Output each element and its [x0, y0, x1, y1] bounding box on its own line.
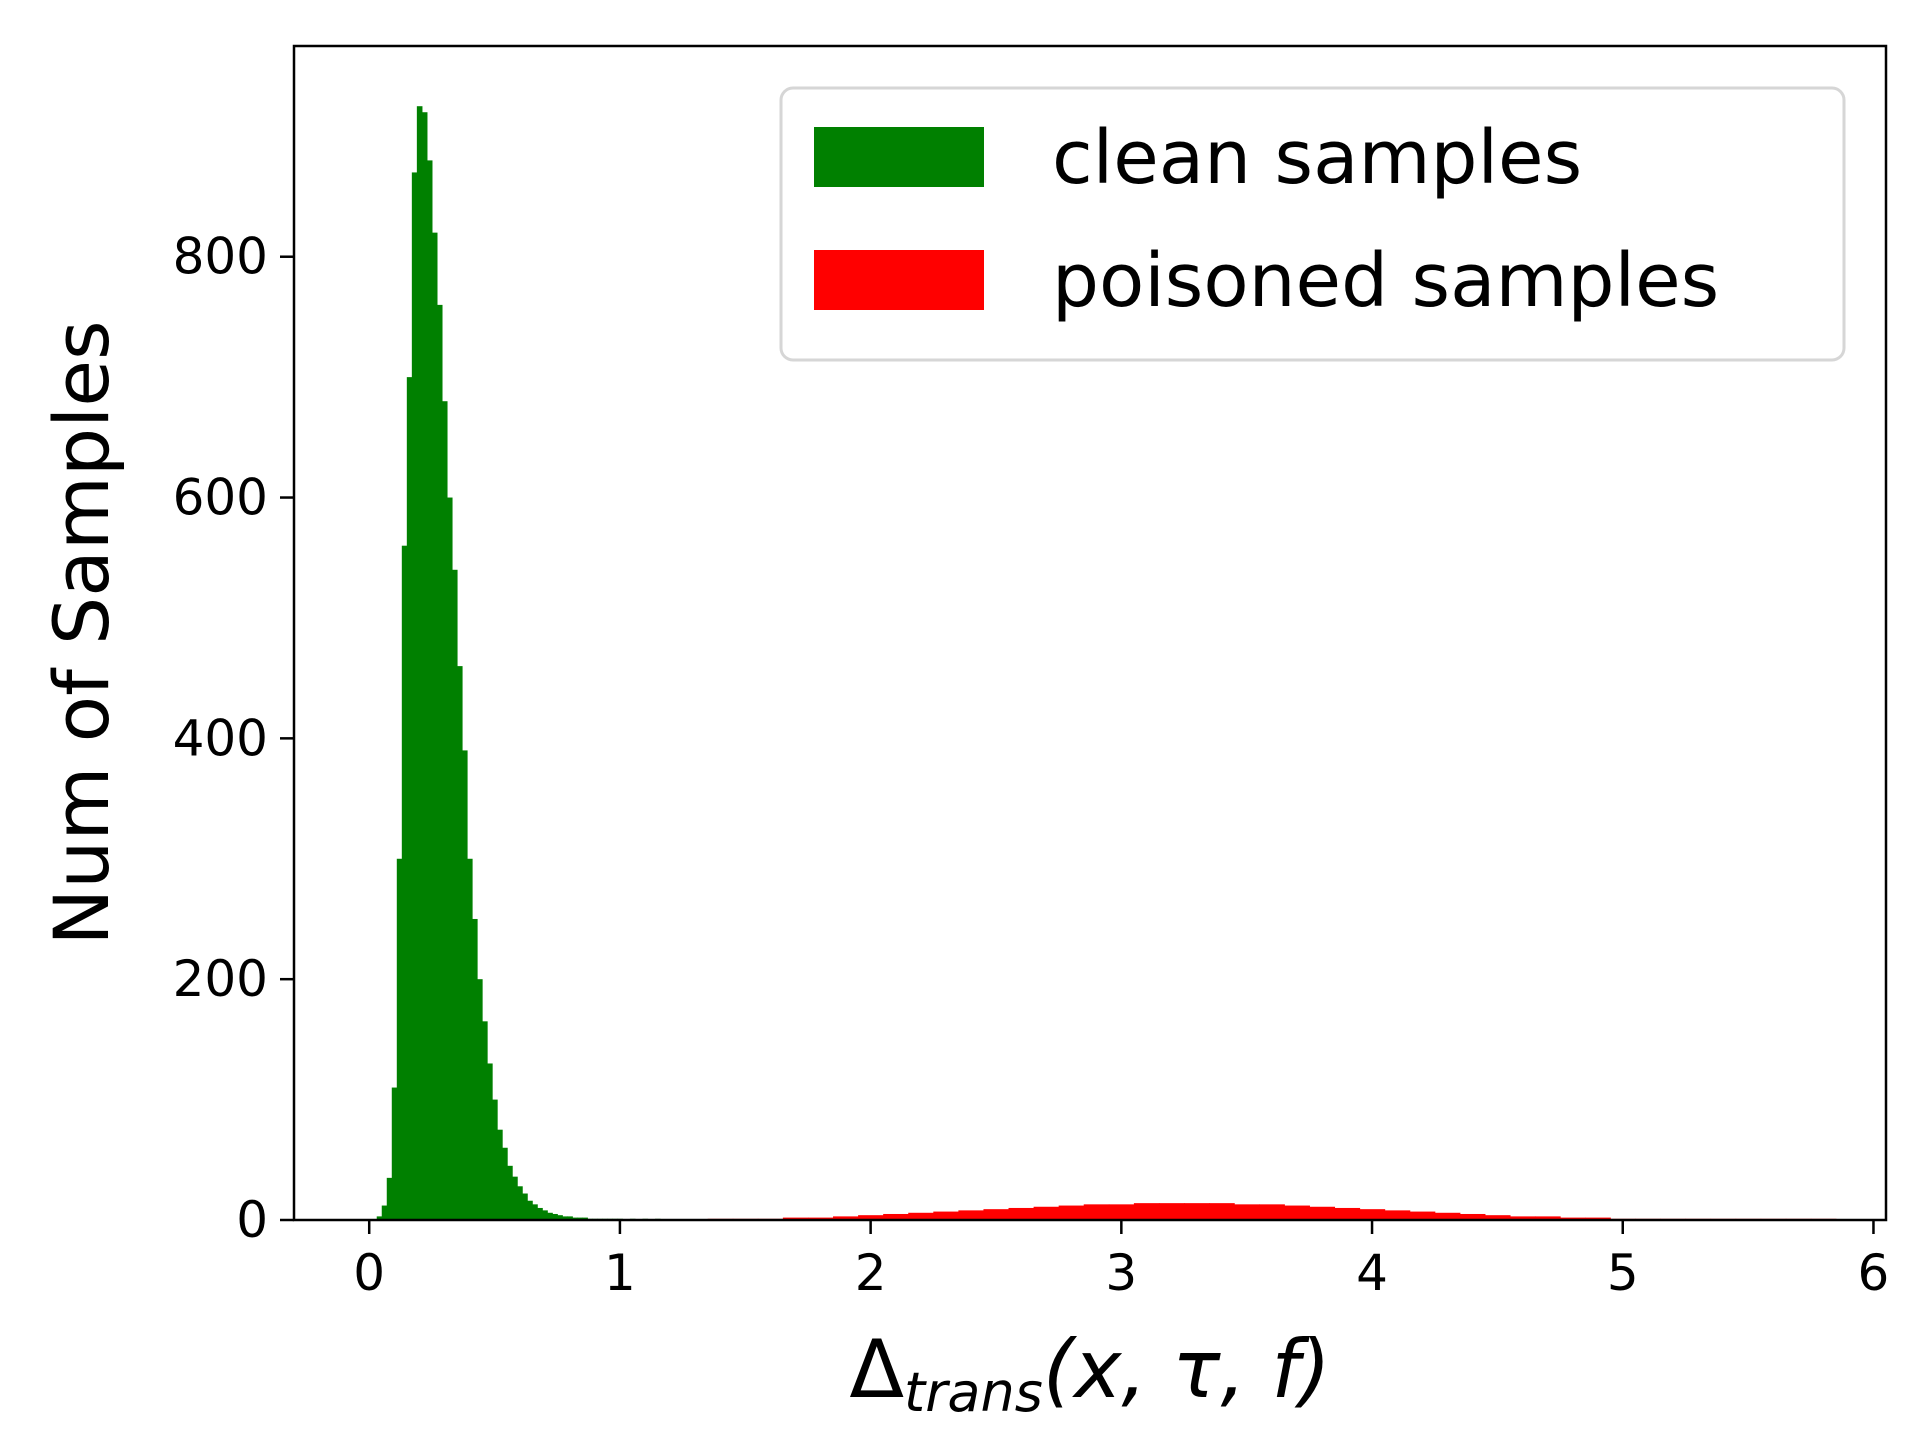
- y-tick-label: 200: [173, 950, 268, 1008]
- legend-swatch-clean: [814, 127, 984, 187]
- clean-sample-bar: [512, 1176, 518, 1220]
- poisoned-sample-bar: [833, 1216, 859, 1220]
- poisoned-sample-bar: [1209, 1203, 1235, 1220]
- legend-swatch-poisoned: [814, 250, 984, 310]
- y-axis-ticks: 0 200 400 600 800: [173, 228, 294, 1249]
- clean-sample-bar: [456, 666, 463, 1220]
- plot-frame: [292, 44, 1888, 1222]
- clean-sample-bar: [552, 1213, 558, 1220]
- y-tick-label: 400: [173, 709, 268, 767]
- clean-sample-bar: [542, 1210, 548, 1220]
- poisoned-sample-bar: [1133, 1203, 1160, 1220]
- y-tick-label: 600: [173, 469, 268, 527]
- legend-label-poisoned: poisoned samples: [1052, 238, 1719, 324]
- poisoned-sample-bar: [1309, 1206, 1336, 1220]
- clean-sample-bar: [492, 1099, 498, 1220]
- poisoned-sample-bar: [883, 1213, 909, 1220]
- poisoned-sample-bar: [1008, 1207, 1035, 1220]
- poisoned-sample-bar: [1033, 1206, 1060, 1220]
- clean-sample-bar: [376, 1216, 383, 1220]
- clean-sample-bar: [401, 545, 408, 1220]
- clean-sample-bar: [562, 1216, 568, 1220]
- poisoned-sample-bar: [1535, 1216, 1561, 1220]
- clean-sample-bar: [497, 1129, 503, 1220]
- poisoned-samples-bars: [707, 1203, 1837, 1220]
- clean-sample-bar: [482, 1021, 488, 1220]
- clean-sample-bar: [567, 1216, 573, 1220]
- poisoned-sample-bar: [908, 1212, 934, 1220]
- clean-sample-bar: [391, 1087, 398, 1220]
- poisoned-sample-bar: [858, 1215, 884, 1220]
- poisoned-sample-bar: [983, 1209, 1010, 1220]
- clean-sample-bar: [421, 112, 428, 1221]
- poisoned-sample-bar: [1058, 1205, 1085, 1220]
- clean-sample-bar: [537, 1207, 543, 1220]
- clean-sample-bar: [507, 1165, 513, 1220]
- poisoned-sample-bar: [1334, 1207, 1361, 1220]
- clean-sample-bar: [522, 1193, 528, 1220]
- x-axis-label: Δtrans(x, τ, f): [849, 1323, 1330, 1424]
- poisoned-sample-bar: [1259, 1204, 1285, 1220]
- poisoned-sample-bar: [1083, 1204, 1110, 1220]
- poisoned-sample-bar: [1158, 1203, 1185, 1220]
- poisoned-sample-bar: [1108, 1204, 1135, 1220]
- x-tick-label: 2: [855, 1244, 887, 1302]
- poisoned-sample-bar: [1184, 1203, 1210, 1220]
- legend-label-clean: clean samples: [1052, 115, 1582, 201]
- x-tick-label: 4: [1356, 1244, 1388, 1302]
- clean-sample-bar: [466, 858, 473, 1220]
- clean-sample-bar: [517, 1186, 523, 1220]
- clean-sample-bar: [396, 858, 403, 1220]
- clean-sample-bar: [386, 1177, 393, 1220]
- poisoned-sample-bar: [1359, 1209, 1386, 1220]
- poisoned-sample-bar: [1484, 1215, 1511, 1220]
- clean-sample-bar: [547, 1212, 553, 1220]
- poisoned-sample-bar: [1434, 1212, 1461, 1220]
- clean-sample-bar: [487, 1063, 493, 1220]
- clean-sample-bar: [461, 750, 468, 1220]
- y-tick-label: 0: [236, 1191, 268, 1249]
- poisoned-sample-bar: [958, 1210, 985, 1220]
- poisoned-sample-bar: [933, 1211, 959, 1220]
- y-tick-label: 800: [173, 228, 268, 286]
- x-tick-label: 5: [1607, 1244, 1639, 1302]
- clean-sample-bar: [416, 106, 423, 1221]
- x-axis-ticks: 0 1 2 3 4 5 6: [353, 1220, 1889, 1302]
- poisoned-sample-bar: [1384, 1210, 1411, 1220]
- legend: clean samples poisoned samples: [779, 86, 1846, 362]
- x-axis-label-args: (x, τ, f): [1043, 1323, 1331, 1416]
- clean-sample-bar: [406, 377, 413, 1221]
- poisoned-sample-bar: [1509, 1216, 1536, 1220]
- clean-sample-bar: [446, 497, 453, 1220]
- clean-sample-bar: [477, 979, 483, 1220]
- legend-box: [779, 86, 1846, 362]
- clean-sample-bar: [431, 232, 438, 1221]
- y-axis-label: Num of Samples: [37, 320, 126, 945]
- clean-sample-bar: [502, 1147, 508, 1220]
- poisoned-sample-bar: [1409, 1211, 1436, 1220]
- clean-sample-bar: [426, 160, 433, 1220]
- x-axis-label-main: Δ: [849, 1323, 904, 1416]
- clean-sample-bar: [472, 918, 478, 1220]
- clean-sample-bar: [411, 172, 418, 1220]
- clean-sample-bar: [451, 569, 458, 1220]
- clean-samples-bars: [376, 106, 661, 1221]
- poisoned-sample-bar: [1284, 1205, 1310, 1220]
- clean-sample-bar: [532, 1204, 538, 1220]
- clean-sample-bar: [441, 401, 448, 1220]
- clean-sample-bar: [436, 304, 443, 1220]
- poisoned-sample-bar: [1234, 1204, 1260, 1220]
- x-axis-label-subscript: trans: [904, 1361, 1043, 1424]
- clean-sample-bar: [527, 1200, 533, 1220]
- clean-sample-bar: [557, 1215, 563, 1220]
- clean-sample-bar: [381, 1205, 388, 1220]
- x-tick-label: 1: [604, 1244, 636, 1302]
- x-tick-label: 0: [353, 1244, 385, 1302]
- poisoned-sample-bar: [1459, 1213, 1486, 1220]
- x-tick-label: 3: [1105, 1244, 1137, 1302]
- x-tick-label: 6: [1858, 1244, 1890, 1302]
